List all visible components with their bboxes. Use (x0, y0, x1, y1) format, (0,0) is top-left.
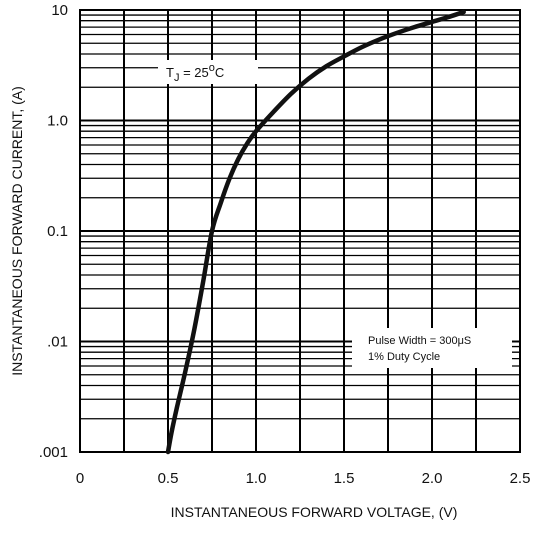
duty-cycle-text: 1% Duty Cycle (368, 351, 440, 363)
grid-layer (79, 10, 521, 453)
x-axis-title: INSTANTANEOUS FORWARD VOLTAGE, (V) (171, 504, 458, 520)
x-tick-label: 2.5 (510, 470, 531, 487)
tj-main: T (166, 65, 174, 80)
x-tick-label: 1.5 (334, 470, 355, 487)
tick-label-layer: 0 0.5 1.0 1.5 2.0 2.5 .001 .01 0.1 1.0 10 (39, 2, 531, 487)
y-tick-label: 0.1 (47, 223, 68, 240)
x-tick-label: 0.5 (158, 470, 179, 487)
tj-sub: J (174, 72, 180, 84)
x-tick-label: 1.0 (246, 470, 267, 487)
y-tick-label: .001 (39, 444, 68, 461)
tj-rest: = 25 (179, 65, 208, 80)
pulse-annotation-background (352, 328, 512, 368)
series-curve (165, 9, 466, 455)
x-tick-label: 2.0 (422, 470, 443, 487)
tj-annotation: TJ = 25oC (158, 60, 258, 84)
pulse-width-text: Pulse Width = 300μS (368, 335, 471, 347)
y-tick-label: 1.0 (47, 113, 68, 130)
pulse-annotation: Pulse Width = 300μS 1% Duty Cycle (352, 328, 512, 368)
y-tick-label: .01 (47, 334, 68, 351)
tj-annotation-background (158, 60, 258, 84)
plot-border (79, 9, 521, 453)
y-tick-label: 10 (51, 2, 68, 19)
tj-annotation-text: TJ = 25oC (166, 62, 224, 84)
x-tick-label: 0 (76, 470, 84, 487)
tj-sup: o (209, 62, 215, 74)
y-axis-title: INSTANTANEOUS FORWARD CURRENT, (A) (9, 86, 25, 376)
tj-end: C (215, 65, 224, 80)
